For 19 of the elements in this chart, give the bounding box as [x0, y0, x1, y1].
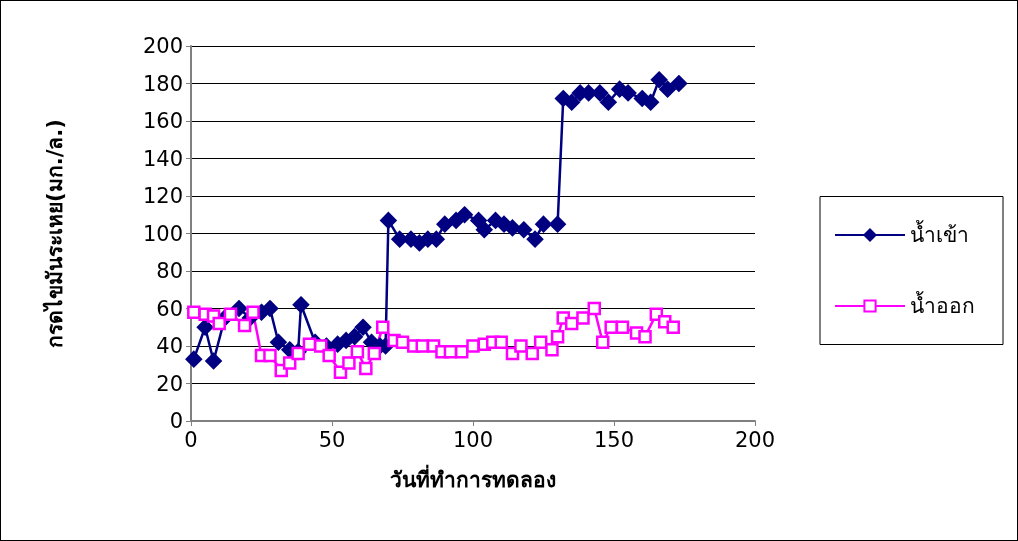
y-tick-label: 20: [156, 371, 183, 396]
y-tick-label: 0: [169, 409, 183, 433]
y-tick-label: 120: [142, 184, 183, 208]
y-axis-title: กรดไขมันระเหย(มก./ล.): [41, 119, 67, 348]
y-tick-label: 160: [142, 109, 183, 133]
y-tick-label: 80: [156, 259, 183, 283]
y-tick-label: 200: [142, 34, 183, 58]
legend-label: น้ำเข้า: [910, 220, 969, 247]
x-axis-title: วันที่ทำการทดลอง: [390, 463, 556, 492]
x-tick-label: 200: [734, 427, 776, 452]
y-tick-label: 60: [156, 296, 183, 321]
legend-label: น้ำออก: [910, 291, 975, 318]
x-tick-label: 150: [593, 427, 635, 452]
y-tick-label: 140: [142, 146, 183, 171]
y-tick-label: 40: [156, 334, 183, 358]
x-tick-label: 100: [452, 427, 494, 452]
y-tick-label: 180: [142, 71, 183, 96]
y-tick-label: 100: [142, 221, 183, 246]
x-tick-label: 50: [318, 427, 346, 452]
